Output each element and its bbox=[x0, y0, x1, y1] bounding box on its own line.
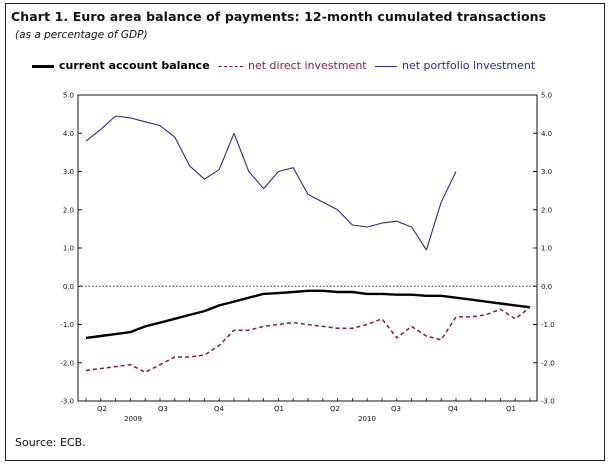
legend-item-portfolio-investment: net portfolio investment bbox=[375, 59, 535, 73]
legend-label-portfolio-investment: net portfolio investment bbox=[402, 59, 536, 72]
y-tick-label-left: -3.0 bbox=[60, 398, 74, 406]
direct-investment-line bbox=[85, 306, 531, 374]
x-quarter-label: Q1 bbox=[506, 405, 516, 413]
chart-subtitle: (as a percentage of GDP) bbox=[15, 29, 148, 41]
chart-title: Chart 1. Euro area balance of payments: … bbox=[11, 9, 547, 24]
x-quarter-label: Q2 bbox=[330, 405, 340, 413]
legend-item-current-account: current account balance bbox=[32, 59, 210, 73]
y-tick-label-right: 2.0 bbox=[541, 206, 552, 214]
y-tick-label-right: -3.0 bbox=[541, 398, 555, 406]
y-tick-label-right: -2.0 bbox=[541, 359, 555, 367]
y-tick-label-left: -2.0 bbox=[60, 359, 74, 367]
x-quarter-label: Q2 bbox=[97, 405, 107, 413]
y-tick-label-right: -1.0 bbox=[541, 321, 555, 329]
y-tick-label-left: 5.0 bbox=[63, 92, 74, 100]
legend-label-direct-investment: net direct investment bbox=[248, 59, 367, 72]
y-tick-label-right: 5.0 bbox=[541, 92, 552, 100]
x-quarter-label: Q1 bbox=[274, 405, 284, 413]
legend-swatch-portfolio-investment bbox=[375, 65, 397, 67]
x-year-label: 2010 bbox=[358, 415, 376, 423]
plot-area bbox=[77, 94, 538, 402]
legend-swatch-current-account bbox=[32, 64, 54, 68]
y-tick-label-left: 1.0 bbox=[63, 245, 74, 253]
source-note: Source: ECB. bbox=[15, 436, 86, 449]
legend-swatch-direct-investment bbox=[219, 65, 243, 67]
x-quarter-label: Q3 bbox=[391, 405, 401, 413]
x-quarter-label: Q3 bbox=[158, 405, 168, 413]
y-tick-label-right: 0.0 bbox=[541, 283, 552, 291]
legend-label-current-account: current account balance bbox=[59, 59, 210, 72]
x-year-label: 2009 bbox=[124, 415, 142, 423]
legend-item-direct-investment: net direct investment bbox=[219, 59, 367, 73]
y-tick-label-right: 4.0 bbox=[541, 130, 552, 138]
y-tick-label-left: 2.0 bbox=[63, 206, 74, 214]
x-quarter-label: Q4 bbox=[448, 405, 459, 413]
chart-frame bbox=[5, 3, 605, 461]
y-tick-label-right: 3.0 bbox=[541, 168, 552, 176]
chart-legend: current account balance net direct inves… bbox=[32, 59, 572, 75]
y-tick-label-left: -1.0 bbox=[60, 321, 74, 329]
y-tick-label-right: 1.0 bbox=[541, 245, 552, 253]
y-tick-label-left: 3.0 bbox=[63, 168, 74, 176]
portfolio-investment-line bbox=[85, 115, 457, 251]
x-quarter-label: Q4 bbox=[214, 405, 225, 413]
y-tick-label-left: 4.0 bbox=[63, 130, 74, 138]
current-account-line bbox=[85, 289, 531, 340]
y-tick-label-left: 0.0 bbox=[63, 283, 74, 291]
